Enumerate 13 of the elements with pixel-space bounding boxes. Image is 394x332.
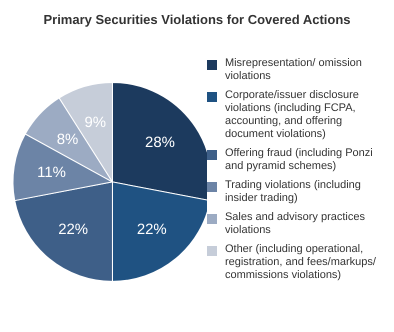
legend-label: Sales and advisory practices violations (224, 211, 366, 237)
data-label: 28% (145, 134, 175, 152)
data-label: 9% (84, 114, 106, 132)
data-label: 11% (37, 164, 66, 181)
chart-title: Primary Securities Violations for Covered Actions (42, 11, 352, 27)
data-label: 22% (58, 220, 88, 238)
legend-label: Trading violations (including insider trading) (224, 179, 362, 205)
legend-label: Other (including operational, registration, and fees/markups/ commissions violations) (224, 243, 377, 282)
data-label: 22% (136, 220, 167, 238)
legend-label: Offering fraud (including Ponzi and pyramid schemes) (224, 147, 374, 173)
legend-label: Misrepresentation/ omission violations (224, 57, 363, 83)
legend-label: Corporate/issuer disclosure violations (including FCPA, accounting, and offering document violations) (224, 89, 360, 141)
data-label: 8% (56, 131, 78, 148)
